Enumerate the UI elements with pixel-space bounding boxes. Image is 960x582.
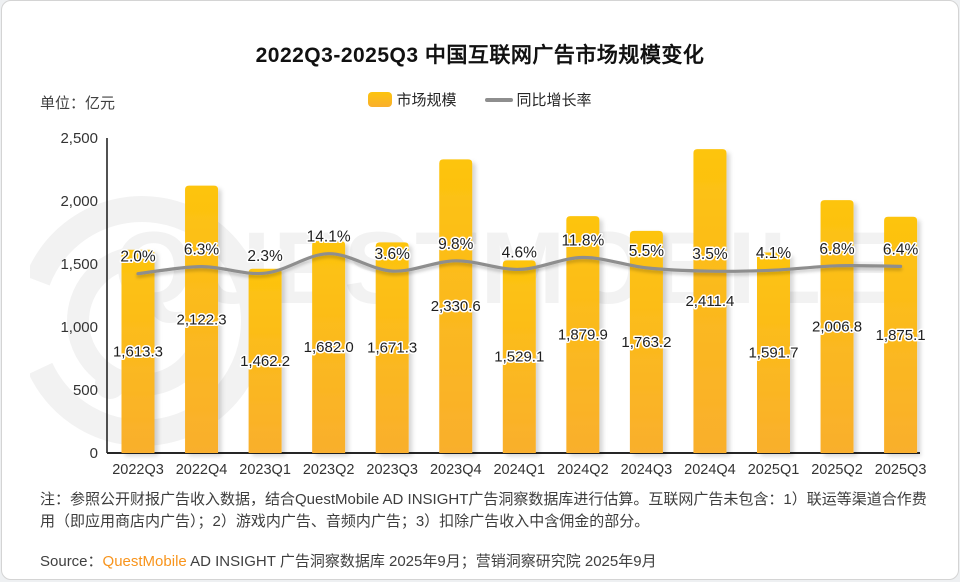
line-legend-swatch-icon xyxy=(484,97,513,102)
x-tick-label: 2024Q1 xyxy=(493,462,545,478)
y-tick-label: 2,500 xyxy=(60,130,98,147)
y-tick-label: 1,000 xyxy=(60,319,98,336)
bar-value-label: 1,682.0 xyxy=(304,339,354,356)
y-tick-label: 2,000 xyxy=(60,193,98,210)
x-tick-label: 2023Q4 xyxy=(430,462,482,478)
bar-value-label: 1,462.2 xyxy=(240,353,290,370)
y-tick-label: 500 xyxy=(73,382,98,399)
growth-rate-label: 2.3% xyxy=(247,248,283,265)
bar-value-label: 1,875.1 xyxy=(876,327,926,344)
source-prefix: Source： xyxy=(40,553,103,570)
bar-value-label: 1,613.3 xyxy=(113,343,163,360)
bar-2024Q2 xyxy=(566,216,600,453)
growth-rate-label: 3.5% xyxy=(692,246,728,263)
x-tick-label: 2022Q3 xyxy=(112,462,164,478)
unit-label: 单位：亿元 xyxy=(40,95,116,112)
bar-value-label: 2,411.4 xyxy=(685,293,734,310)
y-tick-label: 1,500 xyxy=(60,256,98,273)
x-tick-label: 2023Q3 xyxy=(366,462,418,478)
bar-2024Q4 xyxy=(693,149,727,453)
bar-value-label: 1,671.3 xyxy=(367,340,417,357)
bar-2022Q4 xyxy=(185,185,219,453)
line-legend-label: 同比增长率 xyxy=(516,92,592,109)
bar-value-label: 2,330.6 xyxy=(431,298,481,315)
bar-value-label: 1,591.7 xyxy=(748,345,798,362)
source-suffix: AD INSIGHT 广告洞察数据库 2025年9月；营销洞察研究院 2025年… xyxy=(186,553,657,570)
chart-area: QUESTMOBILE 05001,0001,5002,0002,5001,61… xyxy=(2,121,958,493)
x-tick-label: 2023Q1 xyxy=(239,462,291,478)
bar-value-label: 1,529.1 xyxy=(494,349,544,366)
bar-legend-label: 市场规模 xyxy=(396,92,457,109)
growth-rate-label: 14.1% xyxy=(307,229,351,246)
source-line: Source：QuestMobile AD INSIGHT 广告洞察数据库 20… xyxy=(40,550,657,571)
x-tick-label: 2023Q2 xyxy=(303,462,355,478)
growth-rate-label: 3.6% xyxy=(375,246,411,263)
growth-rate-line xyxy=(136,252,903,276)
source-brand: QuestMobile xyxy=(102,553,187,570)
growth-rate-label: 6.3% xyxy=(184,242,220,259)
bar-2024Q3 xyxy=(629,230,663,453)
bar-2024Q1 xyxy=(502,260,536,453)
growth-rate-label: 2.0% xyxy=(120,249,156,266)
x-tick-label: 2025Q2 xyxy=(811,462,863,478)
x-tick-label: 2024Q3 xyxy=(621,462,673,478)
growth-rate-label: 11.8% xyxy=(561,233,604,250)
bar-line-chart: 0 500 1,000 1,500 2,000 2,500 1,613.3 2,122.3 1,… xyxy=(60,130,927,478)
footnote: 注：参照公开财报广告收入数据，结合QuestMobile AD INSIGHT广… xyxy=(40,491,927,530)
chart-title: 2022Q3-2025Q3 中国互联网广告市场规模变化 xyxy=(255,44,705,67)
growth-rate-label: 5.5% xyxy=(629,243,665,260)
bar-value-label: 1,879.9 xyxy=(558,327,608,344)
growth-rate-label: 9.8% xyxy=(438,236,474,253)
bar-2022Q3 xyxy=(121,249,155,453)
legend-item-bar: 市场规模 xyxy=(368,89,457,110)
x-tick-label: 2024Q2 xyxy=(557,462,609,478)
bar-legend-swatch-icon xyxy=(368,92,393,107)
y-tick-label: 0 xyxy=(90,445,98,462)
bar-2025Q1 xyxy=(757,252,790,453)
legend-item-line: 同比增长率 xyxy=(484,89,592,110)
growth-rate-label: 6.8% xyxy=(819,241,855,258)
legend: 市场规模 同比增长率 xyxy=(2,89,958,110)
x-tick-label: 2025Q3 xyxy=(875,462,927,478)
growth-rate-label: 6.4% xyxy=(883,241,919,258)
bar-2025Q3 xyxy=(884,216,918,453)
bar-2025Q2 xyxy=(820,200,854,453)
bar-2023Q1 xyxy=(248,268,282,453)
x-tick-label: 2024Q4 xyxy=(684,462,736,478)
bar-2023Q3 xyxy=(375,242,409,453)
bar-value-label: 1,763.2 xyxy=(621,334,671,351)
x-tick-label: 2025Q1 xyxy=(748,462,800,478)
bar-2023Q4 xyxy=(439,159,473,453)
bar-value-label: 2,006.8 xyxy=(812,319,862,336)
growth-rate-label: 4.6% xyxy=(502,244,538,261)
x-tick-label: 2022Q4 xyxy=(176,462,228,478)
bar-2023Q2 xyxy=(312,241,346,453)
bar-value-label: 2,122.3 xyxy=(177,311,227,328)
growth-rate-label: 4.1% xyxy=(756,245,792,262)
